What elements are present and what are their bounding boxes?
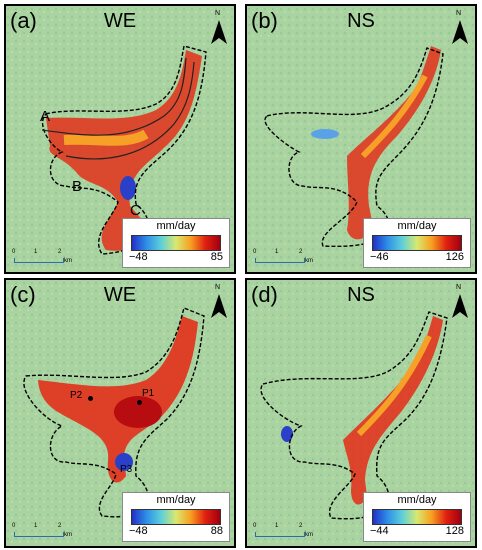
velocity-map [247, 280, 475, 546]
panel-title: NS [347, 10, 375, 32]
panel-c: (c) WE P1 P2 P3 N 0 1 2 km mm/day −48 88 [4, 278, 236, 548]
panel-title: WE [103, 10, 137, 32]
point-marker [137, 400, 142, 405]
scale-bar: 0 1 2 km [253, 523, 313, 538]
panel-a: (a) WE A B C N 0 1 2 km mm/day −48 85 [4, 4, 236, 274]
annotation-c: C [130, 202, 141, 219]
point-label: P2 [70, 390, 83, 401]
panel-title: NS [347, 284, 375, 306]
velocity-map [247, 6, 475, 272]
color-legend: mm/day −44 128 [363, 492, 471, 542]
north-arrow-icon: N [449, 284, 471, 320]
annotation-a: A [40, 108, 51, 125]
panel-label: (a) [10, 8, 37, 33]
panel-b: (b) NS N 0 1 2 km mm/day −46 126 [245, 4, 477, 274]
color-legend: mm/day −48 85 [122, 218, 230, 268]
north-arrow-icon: N [208, 284, 230, 320]
scale-bar: 0 1 2 km [253, 249, 313, 264]
panel-d: (d) NS N 0 1 2 km mm/day −44 128 [245, 278, 477, 548]
velocity-map [6, 6, 234, 272]
annotation-b: B [72, 178, 83, 195]
point-label: P3 [120, 464, 133, 475]
panel-label: (b) [251, 8, 278, 33]
scale-bar: 0 1 2 km [12, 523, 72, 538]
panel-title: WE [103, 284, 137, 306]
panel-label: (c) [10, 282, 36, 307]
point-label: P1 [142, 388, 155, 399]
color-legend: mm/day −46 126 [363, 218, 471, 268]
point-marker [88, 396, 93, 401]
north-arrow-icon: N [449, 10, 471, 46]
north-arrow-icon: N [208, 10, 230, 46]
panel-label: (d) [251, 282, 278, 307]
scale-bar: 0 1 2 km [12, 249, 72, 264]
color-legend: mm/day −48 88 [122, 492, 230, 542]
